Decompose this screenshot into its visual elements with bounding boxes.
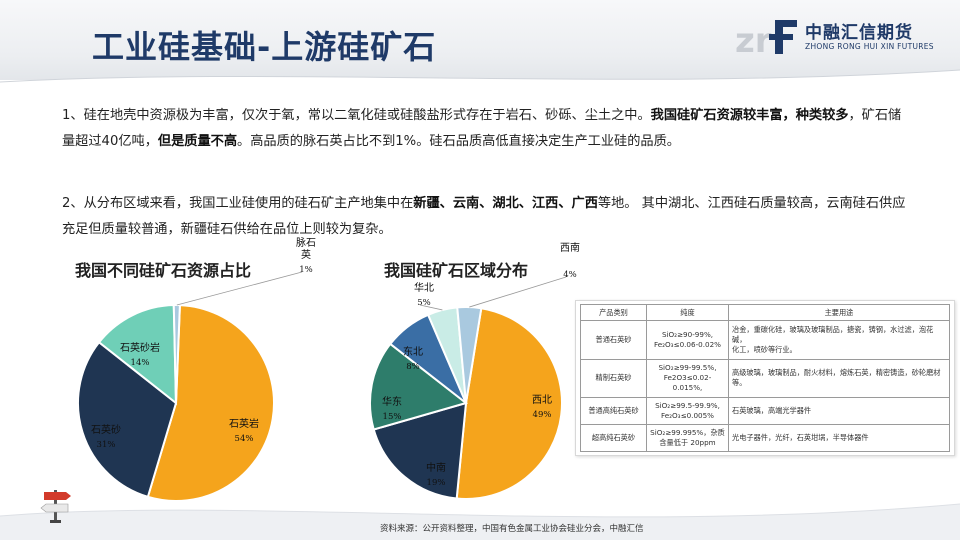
pie1-label-3: 脉石英 1%: [296, 236, 316, 275]
table-header-purity: 纯度: [646, 304, 729, 321]
table-row: 普通石英砂 SiO₂≥90-99%, Fe₂O₃≤0.06-0.02% 冶金，重碳化硅…: [580, 320, 950, 360]
pie2-label-3: 东北 8%: [403, 345, 423, 372]
pie1-label-2: 石英砂岩 14%: [120, 341, 160, 368]
header-band: [0, 0, 960, 80]
slice-percent: 14%: [131, 358, 150, 368]
p2-text-run: 2、从分布区域来看，我国工业硅使用的硅石矿主产地集中在: [62, 196, 414, 211]
zrf-logo-icon: zr: [735, 20, 797, 58]
pie2-slice-0: [455, 307, 563, 500]
table-header-row: 产品类别 纯度 主要用途: [580, 304, 950, 321]
slice-percent: 1%: [299, 265, 313, 275]
p1-text-run: ，矿石储量超过40亿吨，: [62, 108, 902, 149]
slice-name-cont: 英: [301, 248, 311, 261]
p2-text-run: 新疆、云南、湖北、江西、广西: [413, 196, 598, 211]
p2-text-run: 等地。 其中湖北、江西硅石质量较高，云南硅石供应充足但质量较普通，新疆硅石供给在…: [62, 196, 906, 237]
table-cell-usage: 冶金，重碳化硅，玻璃及玻璃制品，搪瓷，铸钢，水过滤，泡花碱， 化工，喷砂等行业。: [728, 320, 950, 360]
pie1-label-0: 石英岩 54%: [229, 417, 259, 444]
slice-name: 西南: [560, 241, 580, 254]
header-swoosh: [0, 69, 960, 92]
table-cell-purity: SiO₂≥90-99%, Fe₂O₃≤0.06-0.02%: [646, 320, 729, 360]
slice-name: 石英岩: [229, 417, 259, 430]
slice-name: 脉石: [296, 236, 316, 249]
slice-name: 华东: [382, 395, 402, 408]
pie1-label-1: 石英砂 31%: [91, 423, 121, 450]
purity-line: SiO₂≥99-99.5%,: [658, 363, 717, 373]
pie2-slice-1: [372, 401, 468, 500]
purity-line: SiO₂≥99.5-99.9%,: [655, 401, 720, 411]
source-note: 资料来源：公开资料整理，中国有色金属工业协会硅业分会，中融汇信: [380, 524, 644, 534]
slice-name: 华北: [414, 281, 434, 294]
pie1-title: 我国不同硅矿石资源占比: [75, 261, 252, 280]
slice-name: 西北: [532, 394, 552, 406]
footer-swoosh: [0, 503, 960, 540]
table-cell-category: 普通高纯石英砂: [580, 397, 647, 426]
purity-line: Fe₂O₃≤0.06-0.02%: [653, 339, 722, 349]
pie2-title: 我国硅矿石区域分布: [384, 261, 529, 280]
logo-chinese-name: 中融汇信期货: [805, 23, 913, 43]
usage-line: 高级玻璃，玻璃制品，耐火材料，熔炼石英，精密铸造，砂轮磨材等。: [732, 368, 941, 388]
slice-name: 中南: [426, 461, 446, 474]
purity-line: SiO₂≥90-99%,: [661, 329, 714, 339]
usage-line: 冶金，重碳化硅，玻璃及玻璃制品，搪瓷，铸钢，水过滤，泡花碱，: [732, 324, 934, 344]
pie1-slice-2: [97, 304, 178, 406]
pie2-slice-2: [369, 342, 469, 431]
pie2-label-2: 华东 15%: [382, 395, 402, 422]
pie1-slice-1: [77, 340, 178, 499]
slice-percent: 19%: [427, 478, 446, 488]
p1-text-run: 但是质量不高: [157, 133, 238, 149]
usage-line: 化工，喷砂等行业。: [732, 344, 797, 354]
slice-percent: 31%: [97, 440, 116, 450]
paragraph-resources: 1、硅在地壳中资源极为丰富，仅次于氧，常以二氧化硅或硅酸盐形式存在于岩石、砂砾、…: [62, 103, 912, 154]
pie2-leader-line-5: [469, 276, 567, 308]
p1-text-run: 我国硅矿石资源较丰富，种类较多: [650, 108, 849, 123]
slice-percent: 8%: [406, 362, 420, 372]
table-header-usage: 主要用途: [728, 304, 950, 321]
usage-line: 光电子器件，光纤，石英坩埚，半导体器件: [732, 433, 869, 443]
table-row: 精制石英砂 SiO₂≥99-99.5%, Fe2O3≤0.02-0.015%, 高级玻…: [580, 358, 950, 399]
pie2-label-0: 西北 49%: [532, 394, 552, 420]
purity-line: Fe₂O₃≤0.005%: [660, 411, 714, 421]
table-cell-usage: 光电子器件，光纤，石英坩埚，半导体器件: [728, 424, 950, 452]
slice-percent: 4%: [563, 270, 577, 280]
slice-name: 东北: [403, 345, 423, 358]
purity-line: SiO₂≥99.995%，杂质: [650, 428, 725, 438]
table-cell-category: 普通石英砂: [580, 320, 647, 360]
table-row: 超高纯石英砂 SiO₂≥99.995%，杂质 含量低于 20ppm 光电子器件，光纤，…: [580, 424, 950, 452]
page-title: 工业硅基础-上游硅矿石: [92, 28, 437, 66]
table-cell-usage: 石英玻璃，高端光学器件: [728, 397, 950, 426]
p1-text-run: 。高品质的脉石英占比不到1%。硅石品质高低直接决定生产工业硅的品质。: [237, 133, 680, 149]
signpost-icon: [40, 490, 71, 523]
pie1-slice-0: [146, 304, 275, 502]
pie2-label-5: 西南 4%: [560, 241, 580, 280]
purity-line: 含量低于 20ppm: [659, 438, 716, 448]
slice-name: 石英砂: [91, 423, 121, 436]
table-cell-category: 精制石英砂: [580, 358, 647, 399]
paragraph-distribution: 2、从分布区域来看，我国工业硅使用的硅石矿主产地集中在新疆、云南、湖北、江西、广…: [62, 191, 912, 242]
svg-text:zr: zr: [735, 21, 772, 58]
table-cell-usage: 高级玻璃，玻璃制品，耐火材料，熔炼石英，精密铸造，砂轮磨材等。: [728, 358, 950, 399]
table-cell-purity: SiO₂≥99.995%，杂质 含量低于 20ppm: [646, 424, 729, 452]
slice-percent: 49%: [533, 410, 552, 420]
pie2-label-1: 中南 19%: [426, 461, 446, 488]
logo-english-name: ZHONG RONG HUI XIN FUTURES: [805, 42, 934, 51]
p1-text-run: 1、硅在地壳中资源极为丰富，仅次于氧，常以二氧化硅或硅酸盐形式存在于岩石、砂砾、…: [62, 108, 651, 123]
slice-name: 石英砂岩: [120, 341, 160, 354]
purity-line: Fe2O3≤0.02-0.015%,: [663, 373, 712, 393]
table-cell-purity: SiO₂≥99-99.5%, Fe2O3≤0.02-0.015%,: [646, 358, 729, 399]
table-cell-purity: SiO₂≥99.5-99.9%, Fe₂O₃≤0.005%: [646, 397, 729, 426]
pie2-leader-line-4: [419, 304, 443, 311]
table-header-category: 产品类别: [580, 304, 647, 321]
table-cell-category: 超高纯石英砂: [580, 424, 647, 452]
pie1-leader-line-3: [176, 271, 303, 306]
company-logo: zr 中融汇信期货 ZHONG RONG HUI XIN FUTURES: [735, 14, 935, 58]
slice-percent: 5%: [417, 298, 431, 308]
slice-percent: 54%: [235, 434, 254, 444]
quartz-sand-table: 产品类别 纯度 主要用途 普通石英砂 SiO₂≥90-99%, Fe₂O₃≤0.06…: [580, 304, 950, 452]
slice-percent: 15%: [383, 412, 402, 422]
pie2-label-4: 华北 5%: [414, 281, 434, 308]
usage-line: 石英玻璃，高端光学器件: [732, 406, 812, 416]
table-row: 普通高纯石英砂 SiO₂≥99.5-99.9%, Fe₂O₃≤0.005% 石英玻璃，…: [580, 397, 950, 426]
